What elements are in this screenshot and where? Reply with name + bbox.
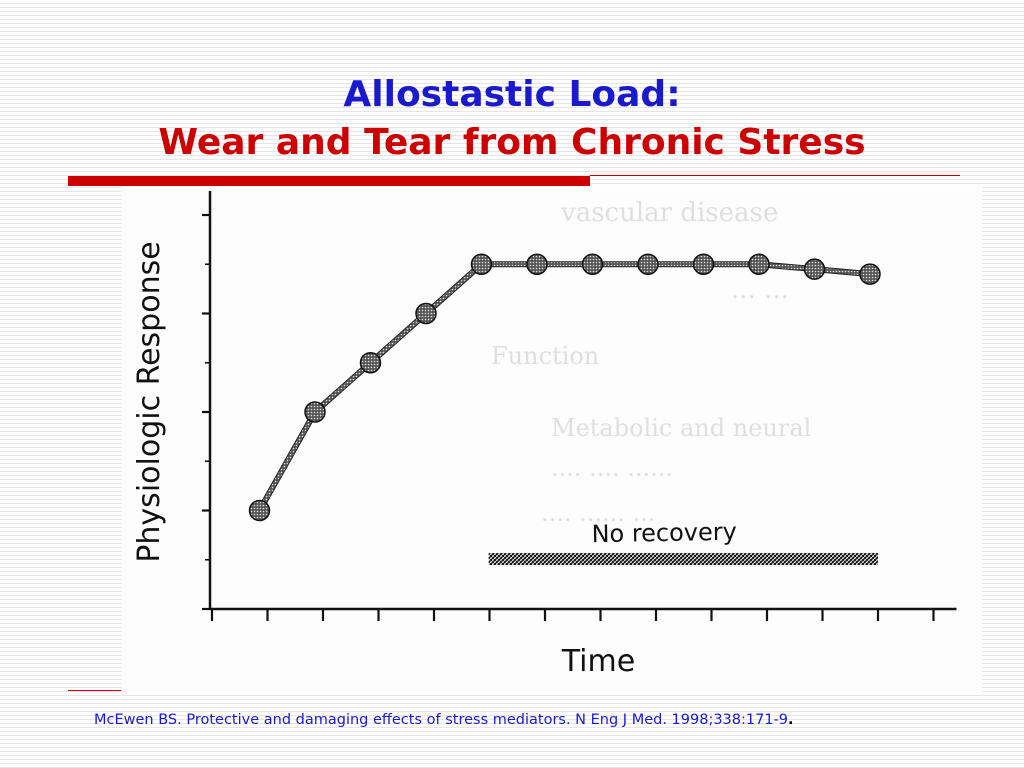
data-point [692,253,715,275]
x-axis-label: Time [561,644,635,679]
svg-text:Function: Function [491,342,599,370]
svg-text:.... .... ......: .... .... ...... [551,454,673,482]
y-axis-label: Physiologic Response [132,241,167,562]
annotation-no-recovery-bar [488,553,878,565]
chart-panel: vascular disease ... ... Function Metabo… [121,186,982,693]
line-chart: vascular disease ... ... Function Metabo… [132,191,957,679]
data-point [637,253,659,275]
chart-annotation: No recovery [488,518,878,565]
svg-text:Metabolic and neural: Metabolic and neural [551,414,811,442]
title-accent-line [590,175,960,176]
chart-ticks [202,213,935,621]
data-point [581,253,604,275]
svg-text:... ...: ... ... [731,275,789,305]
chart-series [248,253,881,522]
footer-accent-line [68,690,123,691]
data-point [359,352,382,374]
title-accent-bar [68,176,590,186]
data-point [748,253,770,275]
svg-text:vascular disease: vascular disease [560,198,778,228]
data-point [248,499,271,522]
slide-title-line2: Wear and Tear from Chronic Stress [158,122,866,163]
slide-title-line1: Allostastic Load: [343,74,681,115]
data-point [859,263,881,285]
data-point [526,253,548,275]
data-point [803,258,826,280]
data-point [470,253,493,275]
annotation-no-recovery-label: No recovery [591,518,737,549]
chart-axes [208,191,957,611]
svg-text:.... ...... ...: .... ...... ... [541,499,655,527]
citation-text: McEwen BS. Protective and damaging effec… [94,712,789,728]
data-point [415,302,437,325]
citation: McEwen BS. Protective and damaging effec… [94,712,794,728]
citation-end-dot: . [788,712,794,728]
data-point [304,401,326,423]
scan-ghost-text: vascular disease ... ... Function Metabo… [491,198,811,527]
